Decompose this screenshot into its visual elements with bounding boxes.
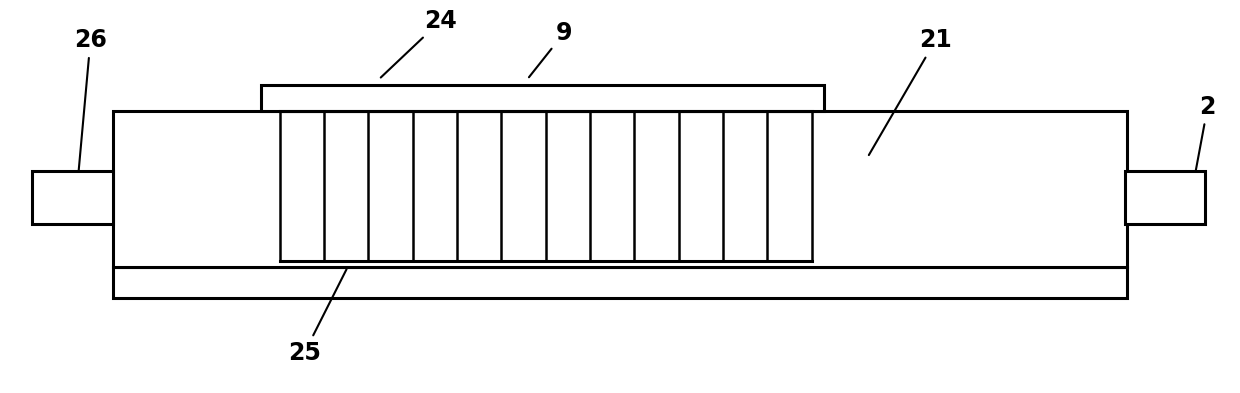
Bar — [262, 85, 825, 111]
Bar — [1125, 171, 1205, 224]
Text: 9: 9 — [529, 20, 573, 77]
Bar — [113, 267, 1127, 298]
Bar — [113, 111, 1127, 267]
Text: 2: 2 — [1195, 95, 1216, 170]
Text: 24: 24 — [381, 9, 458, 77]
Bar — [32, 171, 113, 224]
Text: 25: 25 — [288, 269, 346, 365]
Text: 26: 26 — [74, 28, 107, 174]
Text: 21: 21 — [869, 28, 952, 155]
Bar — [63, 186, 1177, 198]
